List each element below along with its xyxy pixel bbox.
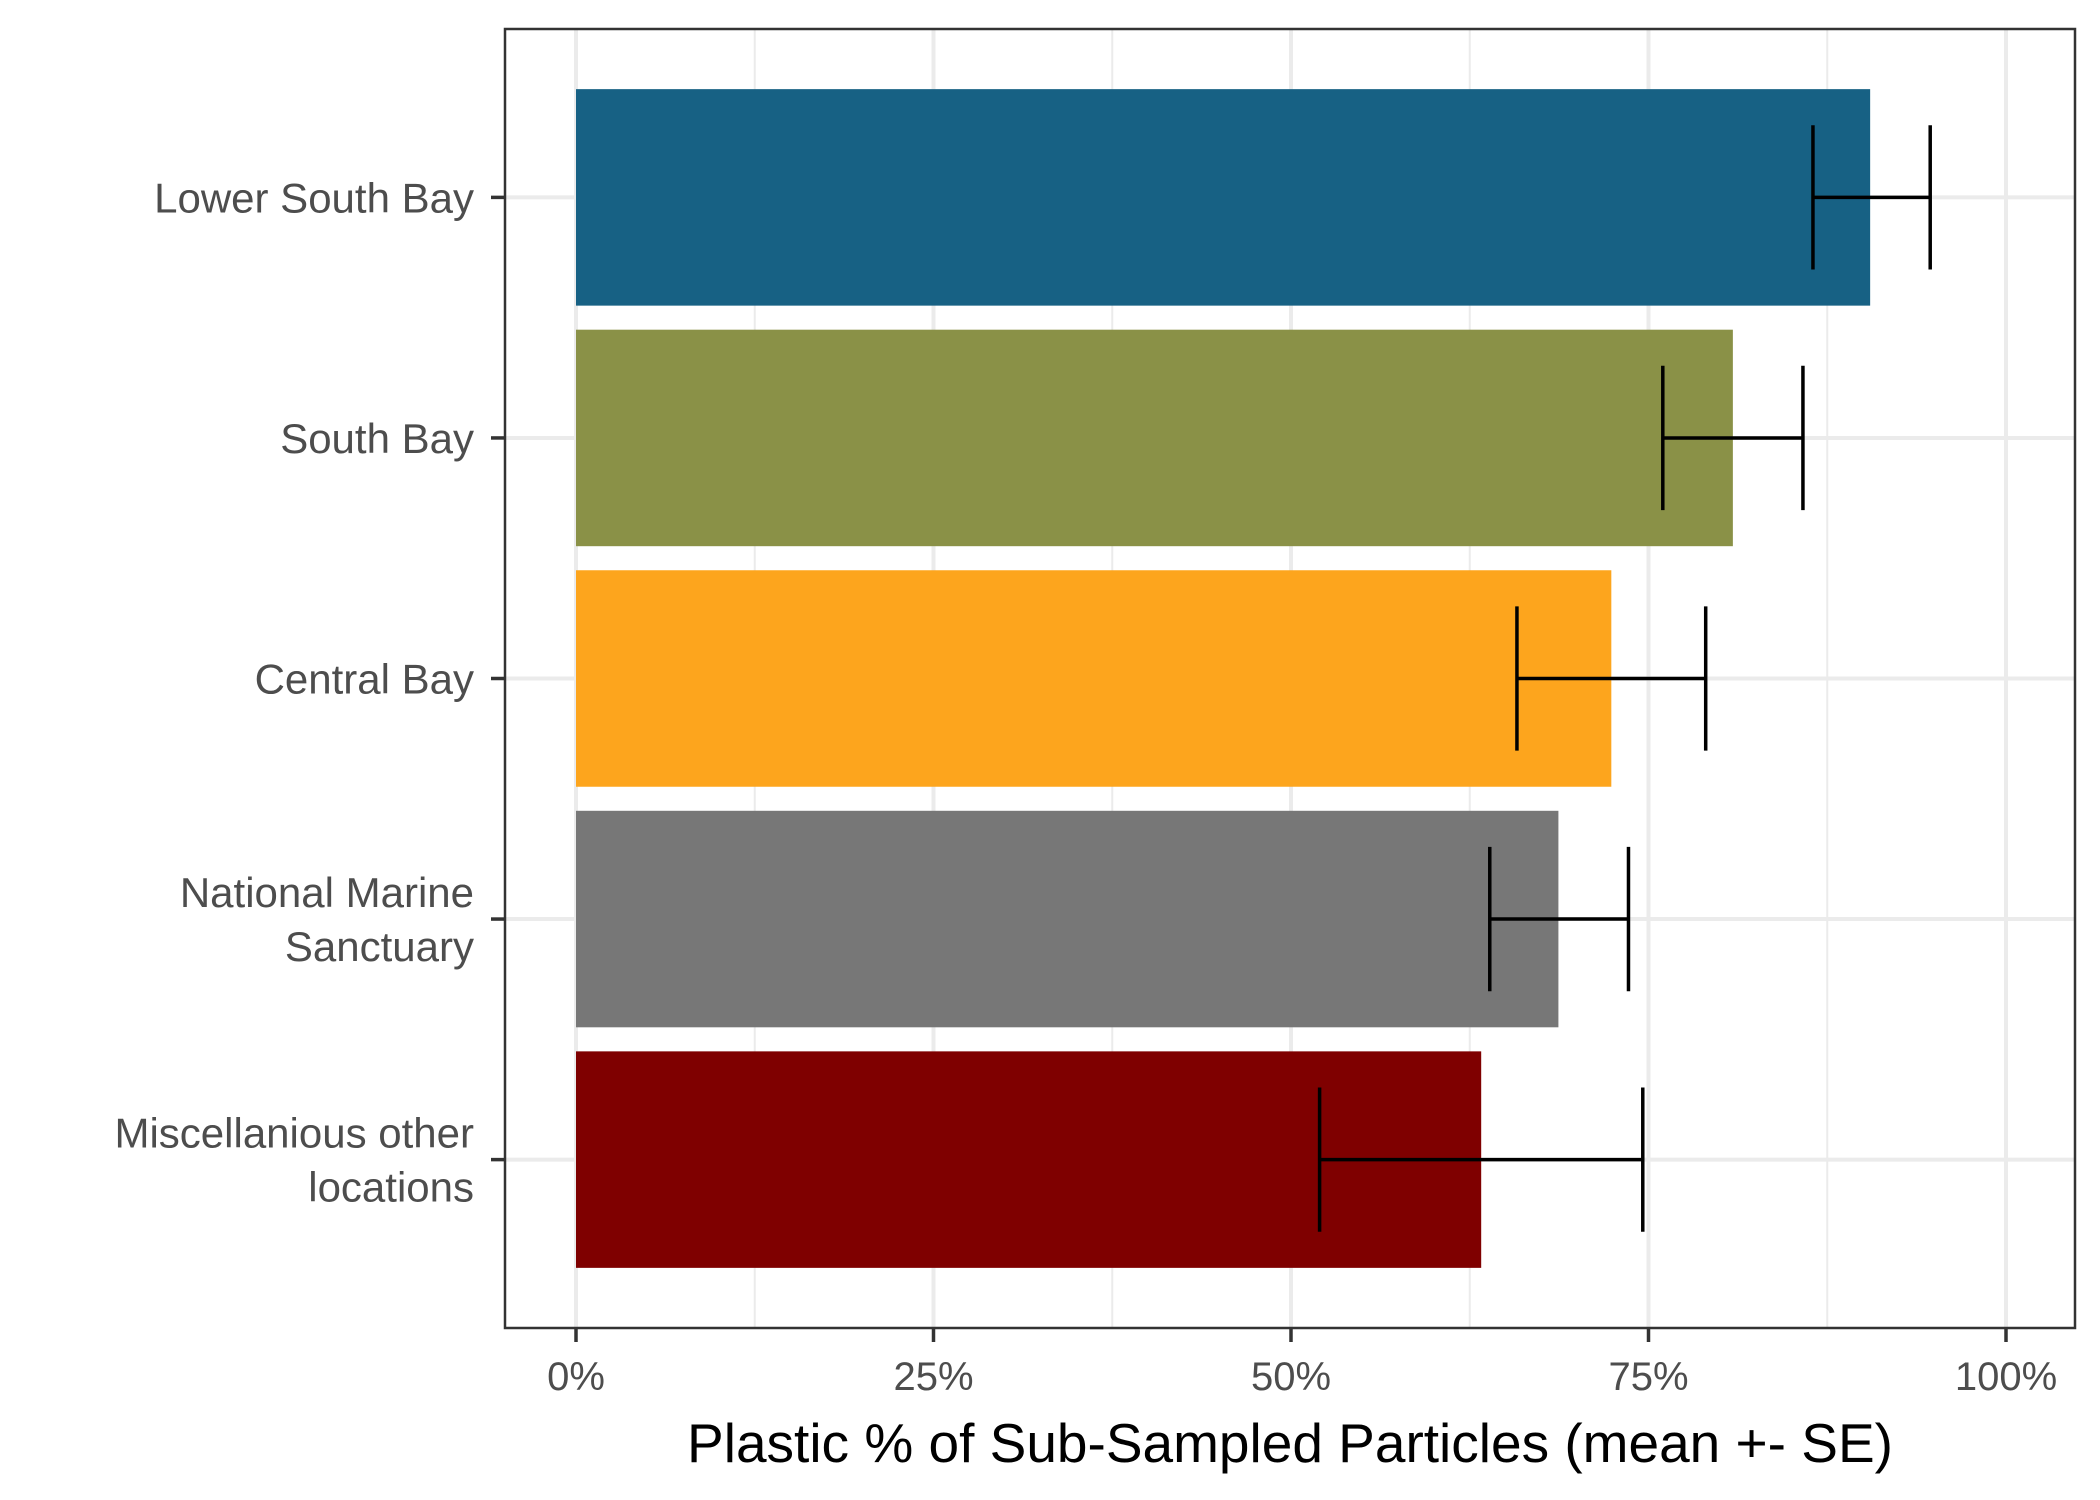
x-axis: 0% 25% 50% 75% 100%: [547, 1328, 2057, 1399]
error-bar: [1661, 365, 1805, 511]
error-bar: [1488, 846, 1631, 992]
y-tick-label: Lower South Bay: [154, 174, 474, 221]
bar: [576, 89, 1871, 306]
error-bars: [1317, 125, 1932, 1232]
bar: [576, 329, 1733, 547]
bar: [576, 810, 1559, 1028]
y-tick-label: Central Bay: [255, 656, 474, 703]
error-bar: [1811, 125, 1932, 270]
bar: [576, 570, 1612, 787]
y-tick-label: Miscellanious other: [114, 1110, 474, 1157]
y-axis: Lower South Bay South Bay Central Bay Natio…: [114, 174, 505, 1211]
error-bar: [1515, 606, 1708, 751]
y-tick-label: Sanctuary: [285, 923, 474, 970]
x-tick-label: 75%: [1608, 1355, 1688, 1399]
x-tick-label: 0%: [547, 1355, 605, 1399]
y-tick-label: South Bay: [280, 415, 474, 462]
x-tick-label: 25%: [893, 1355, 973, 1399]
y-tick-label: National Marine: [180, 869, 474, 916]
x-tick-label: 50%: [1251, 1355, 1331, 1399]
x-tick-label: 100%: [1955, 1355, 2057, 1399]
error-bar: [1317, 1087, 1645, 1232]
y-tick-label: locations: [308, 1164, 474, 1211]
bars: [576, 89, 1871, 1268]
x-axis-title: Plastic % of Sub-Sampled Particles (mean…: [687, 1412, 1893, 1474]
